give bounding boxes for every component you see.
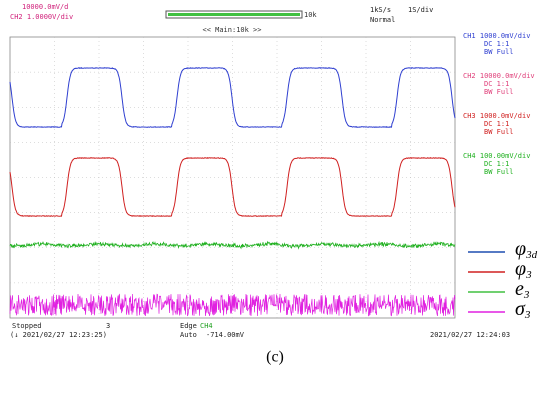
legend-sub: 3 — [525, 269, 532, 281]
channel-bandwidth: BW Full — [484, 88, 514, 96]
end-time: 2021/02/27 12:24:03 — [430, 331, 510, 339]
legend-label: φ3d — [515, 238, 538, 261]
legend-symbol: φ — [515, 238, 526, 260]
waveform — [9, 156, 456, 217]
memory-fill — [168, 13, 300, 16]
legend-sub: 3d — [525, 249, 538, 261]
legend-label: e3 — [515, 278, 530, 301]
legend-symbol: φ — [515, 258, 526, 280]
waveform — [9, 293, 456, 317]
legend-label: σ3 — [515, 298, 531, 321]
trigger: Edge — [180, 322, 197, 330]
waveform — [9, 67, 456, 129]
scale-bottom: CH2 1.0000V/div — [10, 13, 73, 21]
state: Stopped — [12, 322, 42, 330]
memory-bar — [165, 10, 303, 19]
trigger-level: -714.00mV — [206, 331, 245, 339]
mode: Normal — [370, 16, 395, 24]
legend-symbol: e — [515, 278, 524, 300]
start-time: (↓ 2021/02/27 12:23:25) — [10, 331, 107, 339]
waveforms — [9, 67, 456, 317]
legend-sub: 3 — [524, 309, 531, 321]
sample-rate: 1kS/s — [370, 6, 391, 14]
zoom: << Main:10k >> — [202, 26, 261, 34]
channel-bandwidth: BW Full — [484, 168, 514, 176]
caption: (c) — [266, 349, 284, 366]
channel-coupling: DC 1:1 — [484, 160, 509, 168]
background — [0, 0, 550, 372]
channel-bandwidth: BW Full — [484, 48, 514, 56]
scale-top: 10000.0mV/d — [22, 3, 68, 11]
legend-sub: 3 — [523, 289, 530, 301]
channel-coupling: DC 1:1 — [484, 80, 509, 88]
legend-symbol: σ — [515, 298, 526, 320]
trigger-mode: Auto — [180, 331, 197, 339]
channel-name: CH1 1000.0mV/div — [463, 32, 530, 40]
count: 3 — [106, 322, 110, 330]
channel-name: CH4 100.00mV/div — [463, 152, 530, 160]
legend-label: φ3 — [515, 258, 532, 281]
channel-coupling: DC 1:1 — [484, 120, 509, 128]
channel-bandwidth: BW Full — [484, 128, 514, 136]
graticule — [9, 36, 456, 319]
waveform — [9, 240, 456, 250]
memory: 10k — [304, 11, 317, 19]
channel-name: CH2 10000.0mV/div — [463, 72, 535, 80]
timebase: 1S/div — [408, 6, 433, 14]
channel-name: CH3 1000.0mV/div — [463, 112, 530, 120]
trigger-source: CH4 — [200, 322, 213, 330]
channel-coupling: DC 1:1 — [484, 40, 509, 48]
